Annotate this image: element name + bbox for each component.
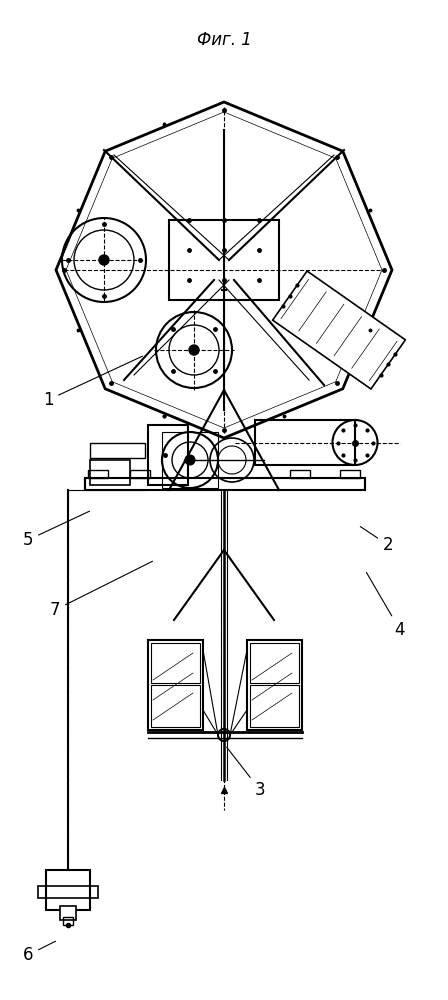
Text: Фиг. 1: Фиг. 1 bbox=[197, 31, 251, 49]
Text: 7: 7 bbox=[50, 561, 152, 619]
Text: 1: 1 bbox=[43, 356, 142, 409]
Text: 5: 5 bbox=[23, 511, 90, 549]
Bar bbox=[250, 685, 299, 727]
Circle shape bbox=[189, 345, 199, 355]
Bar bbox=[290, 470, 310, 478]
Bar bbox=[38, 886, 98, 898]
Bar bbox=[60, 906, 76, 920]
Bar bbox=[250, 643, 299, 683]
Bar bbox=[247, 640, 302, 730]
Bar bbox=[130, 470, 150, 478]
Circle shape bbox=[185, 455, 195, 465]
Bar bbox=[151, 643, 200, 683]
Bar bbox=[88, 470, 108, 478]
Polygon shape bbox=[273, 271, 405, 389]
Text: 3: 3 bbox=[227, 747, 265, 799]
Bar bbox=[148, 425, 188, 485]
Polygon shape bbox=[56, 102, 392, 438]
Bar bbox=[46, 870, 90, 910]
Bar bbox=[63, 917, 73, 925]
Text: 2: 2 bbox=[360, 527, 393, 554]
Bar bbox=[162, 432, 218, 488]
Bar bbox=[90, 460, 130, 485]
Bar bbox=[169, 220, 279, 300]
Bar bbox=[340, 470, 360, 478]
Circle shape bbox=[218, 729, 230, 741]
Bar bbox=[85, 478, 365, 490]
Bar bbox=[151, 685, 200, 727]
Text: 4: 4 bbox=[366, 572, 405, 639]
Bar bbox=[255, 420, 355, 465]
Circle shape bbox=[99, 255, 109, 265]
Bar bbox=[90, 443, 145, 458]
Bar bbox=[148, 640, 203, 730]
Text: 6: 6 bbox=[23, 941, 56, 964]
